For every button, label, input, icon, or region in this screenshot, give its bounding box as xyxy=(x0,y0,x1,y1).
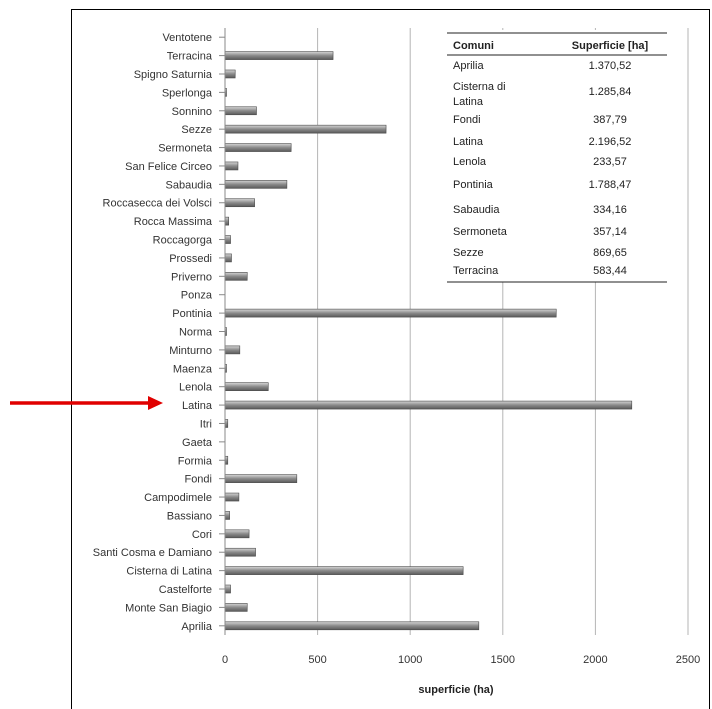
category-label: Castelforte xyxy=(159,584,212,596)
category-label: Maenza xyxy=(173,363,213,375)
bar xyxy=(224,198,255,208)
category-label: Formia xyxy=(178,455,213,467)
category-label: Lenola xyxy=(179,382,213,394)
category-label: Latina xyxy=(182,400,213,412)
bar xyxy=(224,180,288,189)
category-label: San Felice Circeo xyxy=(125,161,212,173)
table-cell-value: 869,65 xyxy=(593,247,627,259)
bar xyxy=(224,547,256,557)
category-label: Roccagorga xyxy=(153,235,213,247)
bar xyxy=(224,474,298,483)
category-label: Spigno Saturnia xyxy=(134,69,213,81)
category-label: Sezze xyxy=(181,124,212,136)
chart-frame xyxy=(71,9,710,709)
bar xyxy=(224,161,239,171)
table-background xyxy=(446,30,668,282)
x-tick-label: 2000 xyxy=(583,654,607,666)
category-label: Minturno xyxy=(169,345,212,357)
category-label: Sabaudia xyxy=(166,179,213,191)
table-cell-value: 1.285,84 xyxy=(589,86,632,98)
table-cell-value: 1.370,52 xyxy=(589,60,632,72)
category-labels: Ventotene Terracina Spigno Saturnia Sperlon… xyxy=(93,32,225,633)
table-cell-name: Fondi xyxy=(453,114,481,126)
bar xyxy=(224,69,236,79)
x-tick-label: 1500 xyxy=(491,654,515,666)
bar xyxy=(224,492,240,502)
bar xyxy=(224,51,334,60)
x-tick-label: 500 xyxy=(308,654,326,666)
bar xyxy=(224,566,464,575)
category-label: Sperlonga xyxy=(162,87,213,99)
table-cell-name: Pontinia xyxy=(453,179,494,191)
category-label: Pontinia xyxy=(172,308,213,320)
table-cell-value: 387,79 xyxy=(593,114,627,126)
table-cell-name: Sezze xyxy=(453,247,484,259)
category-label: Rocca Massima xyxy=(134,216,213,228)
highlight-arrow xyxy=(10,396,163,410)
category-label: Fondi xyxy=(184,474,212,486)
x-tick-labels: 0 500 1000 1500 2000 2500 xyxy=(222,654,700,666)
x-axis-label: superficie (ha) xyxy=(418,684,494,696)
data-table: Comuni Superficie [ha] Aprilia 1.370,52 Cist… xyxy=(446,30,668,283)
x-tick-label: 1000 xyxy=(398,654,422,666)
bar xyxy=(224,235,231,244)
table-cell-name: Latina xyxy=(453,96,484,108)
bars-group xyxy=(224,51,633,631)
category-label: Bassiano xyxy=(167,510,212,522)
bar xyxy=(224,382,269,391)
table-cell-name: Latina xyxy=(453,136,484,148)
bar xyxy=(224,253,232,263)
x-tick-label: 2500 xyxy=(676,654,700,666)
category-label: Prossedi xyxy=(169,253,212,265)
table-cell-name: Terracina xyxy=(453,265,499,277)
table-cell-value: 357,14 xyxy=(593,226,627,238)
table-cell-value: 334,16 xyxy=(593,204,627,216)
table-cell-name: Sabaudia xyxy=(453,204,500,216)
table-header: Comuni xyxy=(453,40,494,52)
table-cell-name: Lenola xyxy=(453,156,487,168)
category-label: Aprilia xyxy=(181,621,212,633)
category-label: Santi Cosma e Damiano xyxy=(93,547,212,559)
table-cell-name: Aprilia xyxy=(453,60,484,72)
table-cell-value: 583,44 xyxy=(593,265,627,277)
bar xyxy=(224,272,248,281)
category-label: Ponza xyxy=(181,290,213,302)
category-label: Cisterna di Latina xyxy=(126,566,212,578)
category-label: Monte San Biagio xyxy=(125,602,212,614)
bar xyxy=(224,308,557,318)
category-label: Norma xyxy=(179,327,213,339)
bar xyxy=(224,124,387,134)
bar xyxy=(224,400,633,410)
bar xyxy=(224,216,230,226)
category-label: Ventotene xyxy=(162,32,212,44)
table-cell-value: 2.196,52 xyxy=(589,136,632,148)
category-label: Terracina xyxy=(167,51,213,63)
bar xyxy=(224,603,248,612)
bar xyxy=(224,584,231,594)
bar xyxy=(224,106,257,116)
bar xyxy=(224,345,241,355)
bar xyxy=(224,621,480,631)
table-cell-name: Cisterna di xyxy=(453,81,506,93)
category-label: Sonnino xyxy=(172,106,212,118)
category-label: Cori xyxy=(192,529,212,541)
table-cell-value: 233,57 xyxy=(593,156,627,168)
table-cell-name: Sermoneta xyxy=(453,226,508,238)
bar xyxy=(224,511,230,520)
category-label: Campodimele xyxy=(144,492,212,504)
category-label: Sermoneta xyxy=(158,143,213,155)
category-label: Itri xyxy=(200,418,212,430)
bar xyxy=(224,143,292,152)
category-label: Gaeta xyxy=(182,437,213,449)
category-label: Priverno xyxy=(171,271,212,283)
bar xyxy=(224,529,250,539)
table-header: Superficie [ha] xyxy=(572,40,649,52)
x-tick-label: 0 xyxy=(222,654,228,666)
category-label: Roccasecca dei Volsci xyxy=(103,198,212,210)
table-cell-value: 1.788,47 xyxy=(589,179,632,191)
